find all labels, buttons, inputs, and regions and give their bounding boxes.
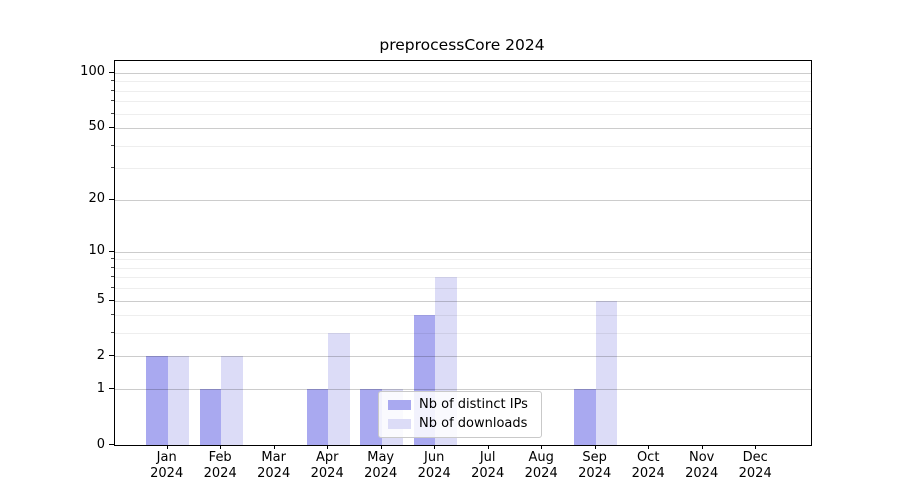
y-tick-mark-100 [109,71,114,73]
gridline-70 [115,101,811,103]
x-tick-label-jun: Jun 2024 [417,450,451,481]
y-tick-label-5: 5 [96,292,105,308]
bar-downloads-jan [167,356,190,445]
gridline-10 [115,251,811,253]
gridline-100 [115,72,811,74]
y-tick-mark-1 [109,388,114,390]
gridline-30 [115,168,811,170]
y-minor-tick-mark-80 [111,89,114,91]
x-tick-mark-mar [273,445,275,449]
distinct-ips-swatch [388,400,411,411]
y-minor-tick-mark-70 [111,100,114,102]
y-tick-mark-5 [109,299,114,301]
x-tick-label-dec: Dec 2024 [738,450,772,481]
distinct-ips-label: Nb of distinct IPs [419,397,528,413]
gridline-8 [115,267,811,269]
gridline-9 [115,259,811,261]
x-tick-label-nov: Nov 2024 [685,450,719,481]
x-tick-mark-jul [487,445,489,449]
y-tick-label-2: 2 [96,347,105,363]
bar-downloads-feb [221,356,243,445]
gridline-50 [115,127,811,129]
y-tick-label-50: 50 [88,119,105,135]
downloads-label: Nb of downloads [419,415,528,431]
bar-distinct-ips-apr [306,389,329,445]
x-tick-label-jan: Jan 2024 [150,450,184,481]
y-tick-mark-0 [109,444,114,445]
x-tick-mark-jun [434,445,436,449]
x-tick-label-aug: Aug 2024 [524,450,558,481]
x-tick-mark-feb [220,445,222,449]
legend-row-distinct-ips: Nb of distinct IPs [388,398,532,412]
y-tick-mark-10 [109,250,114,252]
x-tick-label-mar: Mar 2024 [257,450,291,481]
x-tick-mark-apr [327,445,329,449]
x-tick-mark-sep [594,445,596,449]
bar-distinct-ips-jan [146,356,168,445]
x-tick-mark-dec [755,445,757,449]
y-minor-tick-mark-90 [111,80,114,82]
y-tick-mark-20 [109,198,114,200]
y-tick-label-0: 0 [96,436,105,452]
y-tick-label-20: 20 [88,191,105,206]
bar-distinct-ips-may [360,389,382,445]
y-tick-mark-2 [109,355,114,357]
y-tick-label-100: 100 [80,64,105,80]
x-tick-mark-jan [166,445,168,449]
y-minor-tick-mark-3 [111,332,114,334]
gridline-1 [115,389,811,391]
gridline-40 [115,145,811,147]
gridline-7 [115,277,811,279]
y-minor-tick-mark-4 [111,314,114,316]
bar-downloads-sep [595,300,618,445]
gridline-5 [115,300,811,302]
x-tick-label-may: May 2024 [364,450,398,481]
bar-downloads-apr [328,333,350,445]
downloads-swatch [388,418,411,429]
plot-area [114,60,812,446]
x-tick-label-feb: Feb 2024 [203,450,237,481]
gridline-90 [115,81,811,83]
y-minor-tick-mark-40 [111,144,114,146]
gridline-80 [115,90,811,92]
y-tick-label-1: 1 [96,380,105,396]
x-tick-label-oct: Oct 2024 [631,450,665,481]
chart-title: preprocessCore 2024 [379,36,545,54]
legend: Nb of distinct IPs Nb of downloads [378,391,542,438]
y-minor-tick-mark-8 [111,266,114,268]
y-minor-tick-mark-60 [111,112,114,114]
x-tick-mark-aug [541,445,543,449]
x-tick-mark-may [380,445,382,449]
x-tick-mark-nov [701,445,703,449]
gridline-3 [115,333,811,335]
gridline-4 [115,315,811,317]
x-tick-label-apr: Apr 2024 [310,450,344,481]
gridline-6 [115,288,811,290]
y-minor-tick-mark-9 [111,258,114,260]
legend-row-downloads: Nb of downloads [388,415,532,431]
y-tick-label-10: 10 [88,243,105,259]
gridline-20 [115,199,811,201]
y-minor-tick-mark-30 [111,167,114,169]
bar-distinct-ips-sep [574,389,596,445]
x-tick-label-jul: Jul 2024 [471,450,505,481]
gridline-2 [115,356,811,358]
bar-distinct-ips-feb [199,389,222,445]
x-tick-mark-oct [648,445,650,449]
y-minor-tick-mark-6 [111,287,114,289]
x-tick-label-sep: Sep 2024 [578,450,612,481]
y-tick-mark-50 [109,126,114,128]
y-minor-tick-mark-7 [111,276,114,278]
gridline-60 [115,113,811,115]
